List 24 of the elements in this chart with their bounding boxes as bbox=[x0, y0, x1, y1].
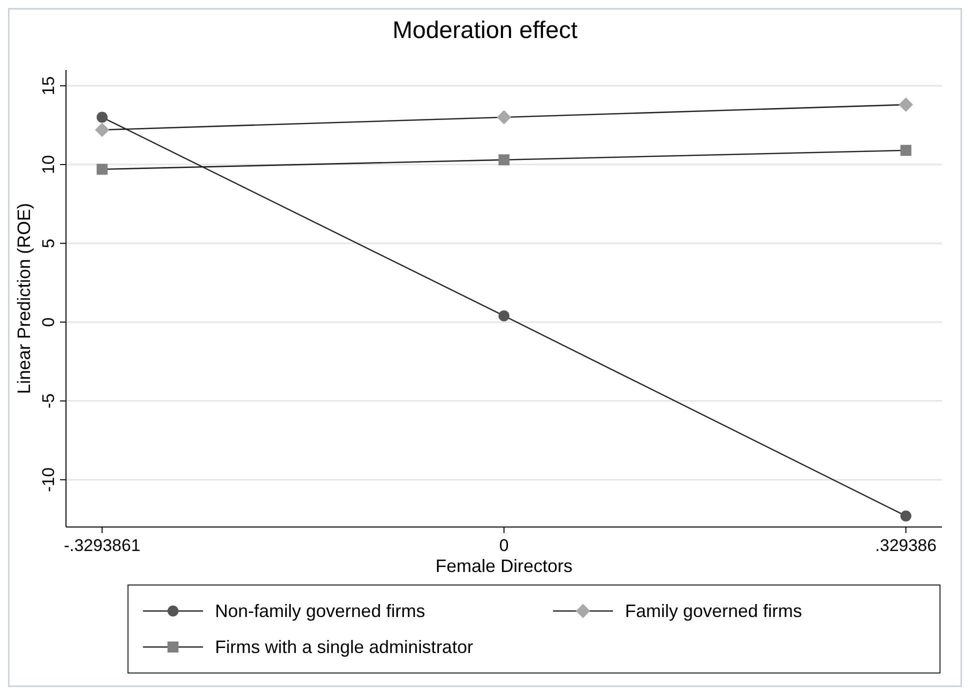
point bbox=[900, 144, 912, 156]
y-tick-label: 15 bbox=[39, 76, 58, 96]
point bbox=[900, 510, 912, 522]
point bbox=[898, 98, 914, 112]
x-tick-label: .329386 bbox=[875, 536, 937, 555]
x-tick-label: 0 bbox=[499, 536, 509, 555]
y-axis-title: Linear Prediction (ROE) bbox=[14, 202, 34, 394]
legend-label: Non-family governed firms bbox=[215, 601, 426, 621]
point bbox=[96, 112, 108, 123]
chart-title: Moderation effect bbox=[392, 17, 578, 44]
point bbox=[496, 110, 512, 124]
point bbox=[96, 164, 108, 175]
point bbox=[94, 122, 110, 138]
legend-label: Firms with a single administrator bbox=[215, 637, 474, 657]
y-tick-label: 10 bbox=[39, 155, 58, 174]
point bbox=[498, 154, 510, 166]
y-tick-label: -10 bbox=[39, 467, 58, 492]
x-tick-label: -.3293861 bbox=[64, 536, 140, 555]
x-axis-title: Female Directors bbox=[435, 556, 573, 576]
point bbox=[498, 310, 510, 322]
y-tick-label: -5 bbox=[39, 393, 58, 408]
y-tick-label: 5 bbox=[39, 238, 58, 248]
y-tick-label: 0 bbox=[39, 317, 58, 327]
legend-label: Family governed firms bbox=[625, 601, 802, 621]
